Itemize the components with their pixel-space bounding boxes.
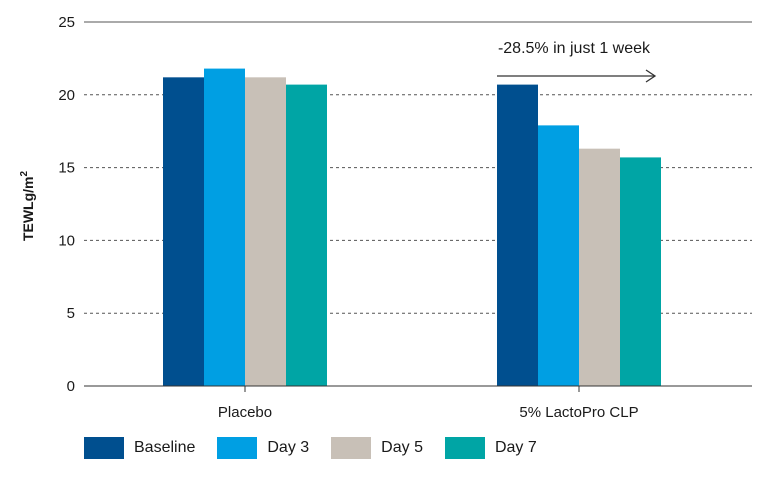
y-axis-ticks: 0 5 10 15 20 25 xyxy=(58,14,75,395)
legend-label-baseline: Baseline xyxy=(134,439,196,456)
x-tick-label: Placebo xyxy=(218,404,272,421)
legend-label-day-3: Day 3 xyxy=(267,439,310,456)
legend-swatch-day-3 xyxy=(217,437,258,459)
legend-swatch-day-7 xyxy=(444,437,485,459)
annotation: -28.5% in just 1 week xyxy=(497,40,657,83)
y-tick-label: 0 xyxy=(67,378,75,395)
bar-day-5-0 xyxy=(245,77,286,386)
y-tick-label: 10 xyxy=(58,232,75,249)
bar-chart: 0 5 10 15 20 25 TEWLg/m2 Placebo 5% LactoPro C… xyxy=(19,14,752,421)
legend-label-day-5: Day 5 xyxy=(381,439,423,456)
y-tick-label: 15 xyxy=(58,160,75,177)
annotation-text: -28.5% in just 1 week xyxy=(498,40,651,57)
bars xyxy=(163,68,661,386)
legend-item-day-5: Day 5 xyxy=(331,437,423,459)
legend-item-baseline: Baseline xyxy=(84,437,195,459)
legend-swatch-baseline xyxy=(84,437,124,459)
bar-day-3-1 xyxy=(538,125,579,386)
annotation-arrow-head xyxy=(645,69,657,83)
bar-day-7-1 xyxy=(620,157,661,386)
x-axis-ticks: Placebo 5% LactoPro CLP xyxy=(218,386,639,421)
legend-item-day-7: Day 7 xyxy=(444,437,537,459)
legend: Baseline Day 3 Day 5 Day 7 xyxy=(84,437,559,459)
y-tick-label: 20 xyxy=(58,87,75,104)
legend-swatch-day-5 xyxy=(331,437,372,459)
y-axis-label: TEWLg/m2 xyxy=(19,171,36,242)
legend-label-day-7: Day 7 xyxy=(494,439,537,456)
legend-item-day-3: Day 3 xyxy=(217,437,309,459)
bar-baseline-0 xyxy=(163,77,204,386)
bar-day-7-0 xyxy=(286,84,327,386)
y-tick-label: 5 xyxy=(67,305,75,322)
bar-day-3-0 xyxy=(204,68,245,386)
y-tick-label: 25 xyxy=(58,14,75,31)
x-tick-label: 5% LactoPro CLP xyxy=(519,404,638,421)
grid-lines xyxy=(84,21,752,314)
bar-day-5-1 xyxy=(579,148,620,386)
bar-baseline-1 xyxy=(497,84,538,386)
